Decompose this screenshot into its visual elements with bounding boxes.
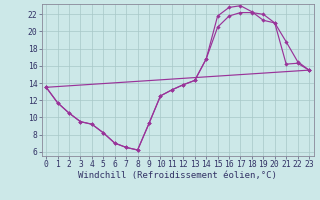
X-axis label: Windchill (Refroidissement éolien,°C): Windchill (Refroidissement éolien,°C) [78, 171, 277, 180]
